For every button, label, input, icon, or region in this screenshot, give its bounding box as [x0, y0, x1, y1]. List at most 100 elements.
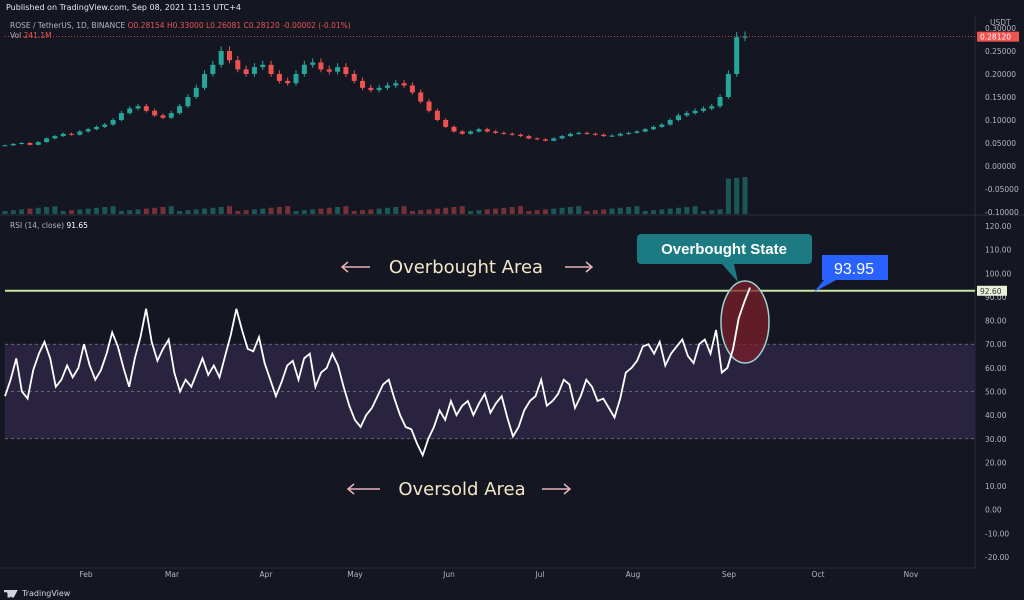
- candle-body: [77, 131, 83, 135]
- volume-bar: [659, 209, 665, 214]
- volume-bar: [501, 207, 507, 214]
- volume-bar: [709, 210, 715, 214]
- currency-label: USDT: [990, 18, 1011, 27]
- price-legend: ROSE / TetherUS, 1D, BINANCE O0.28154 H0…: [10, 21, 351, 30]
- volume-bar: [725, 178, 731, 214]
- candle-body: [293, 74, 299, 84]
- candle-body: [725, 74, 731, 97]
- published-header: Published on TradingView.com, Sep 08, 20…: [6, 3, 241, 12]
- candle-body: [351, 74, 357, 81]
- candle-body: [160, 115, 166, 118]
- rsi-tick-label: 30.00: [985, 435, 1007, 444]
- volume-bar: [484, 209, 490, 214]
- volume-bar: [576, 206, 582, 214]
- candle-body: [509, 133, 515, 135]
- candle-body: [468, 131, 474, 134]
- candle-body: [268, 64, 274, 74]
- candle-body: [709, 106, 715, 109]
- volume-bar: [542, 209, 548, 214]
- candle-body: [60, 133, 66, 137]
- rsi-tick-label: 0.00: [985, 506, 1002, 515]
- candle-body: [301, 64, 307, 74]
- overbought-left-arrow-head: [340, 261, 349, 273]
- candle-body: [434, 110, 440, 120]
- candle-body: [177, 106, 183, 114]
- time-tick-label: May: [347, 570, 363, 579]
- price-tick-label: 0.00000: [985, 162, 1016, 171]
- candle-body: [675, 115, 681, 120]
- volume-bar: [185, 210, 191, 214]
- volume-bar: [343, 206, 349, 214]
- volume-bar: [518, 206, 524, 214]
- brand-label: TradingView: [22, 589, 71, 598]
- volume-bar: [451, 207, 457, 214]
- time-tick-label: Mar: [165, 570, 180, 579]
- candle-body: [518, 134, 524, 137]
- volume-bar: [85, 208, 91, 214]
- price-tick-label: 0.20000: [985, 70, 1016, 79]
- candle-body: [19, 143, 25, 144]
- price-tick-label: 0.25000: [985, 47, 1016, 56]
- overbought-state-badge: [637, 234, 812, 264]
- volume-bar: [401, 206, 407, 214]
- volume-bar: [152, 207, 158, 214]
- tradingview-footer: TradingView: [4, 589, 70, 598]
- rsi-tick-label: -10.00: [985, 529, 1009, 538]
- volume-bar: [293, 211, 299, 214]
- candle-body: [393, 83, 399, 86]
- volume-bar: [351, 211, 357, 214]
- candle-body: [318, 62, 324, 70]
- candle-body: [360, 80, 366, 88]
- candle-body: [335, 67, 341, 72]
- volume-bar: [592, 210, 598, 214]
- price-tick-label: -0.10000: [985, 208, 1019, 217]
- volume-bar: [384, 207, 390, 214]
- volume-bar: [235, 211, 241, 214]
- volume-bar: [268, 207, 274, 214]
- candle-body: [127, 108, 133, 114]
- volume-value: 241.1M: [23, 31, 52, 40]
- volume-bar: [717, 209, 723, 214]
- rsi-tick-label: 60.00: [985, 364, 1007, 373]
- oversold-area-label: Oversold Area: [398, 479, 525, 500]
- candle-body: [617, 133, 623, 136]
- candle-body: [734, 37, 740, 74]
- candle-body: [368, 87, 374, 91]
- candle-body: [251, 67, 257, 74]
- candle-body: [143, 106, 149, 111]
- rsi-line-tail: [721, 287, 751, 374]
- candle-body: [484, 129, 490, 132]
- volume-bar: [418, 210, 424, 214]
- candle-body: [69, 133, 75, 135]
- volume-bar: [243, 210, 249, 214]
- volume-bar: [260, 208, 266, 214]
- volume-bar: [177, 211, 183, 214]
- volume-bar: [617, 207, 623, 214]
- volume-bar: [459, 206, 465, 214]
- candle-body: [559, 136, 565, 139]
- candle-body: [401, 83, 407, 86]
- volume-bar: [326, 207, 332, 214]
- price-tick-label: -0.05000: [985, 185, 1019, 194]
- candle-body: [85, 129, 91, 132]
- volume-bar: [2, 211, 8, 214]
- volume-bar: [93, 207, 99, 214]
- price-tag: 0.28120: [980, 33, 1011, 42]
- volume-bar: [102, 207, 108, 214]
- overbought-right-arrow-head: [585, 261, 594, 273]
- candle-body: [168, 113, 174, 118]
- rsi-tick-label: 20.00: [985, 458, 1007, 467]
- candle-body: [193, 87, 199, 97]
- candle-body: [44, 138, 50, 143]
- volume-bar: [534, 210, 540, 214]
- candle-body: [409, 85, 415, 93]
- price-tick-label: 0.15000: [985, 93, 1016, 102]
- candle-body: [226, 51, 232, 61]
- volume-bar: [609, 208, 615, 214]
- tradingview-logo-icon: [4, 589, 18, 598]
- candle-body: [742, 36, 748, 38]
- volume-bar: [218, 207, 224, 214]
- rsi-tick-label: 90.00: [985, 293, 1007, 302]
- volume-bar: [434, 208, 440, 214]
- candle-body: [534, 138, 540, 140]
